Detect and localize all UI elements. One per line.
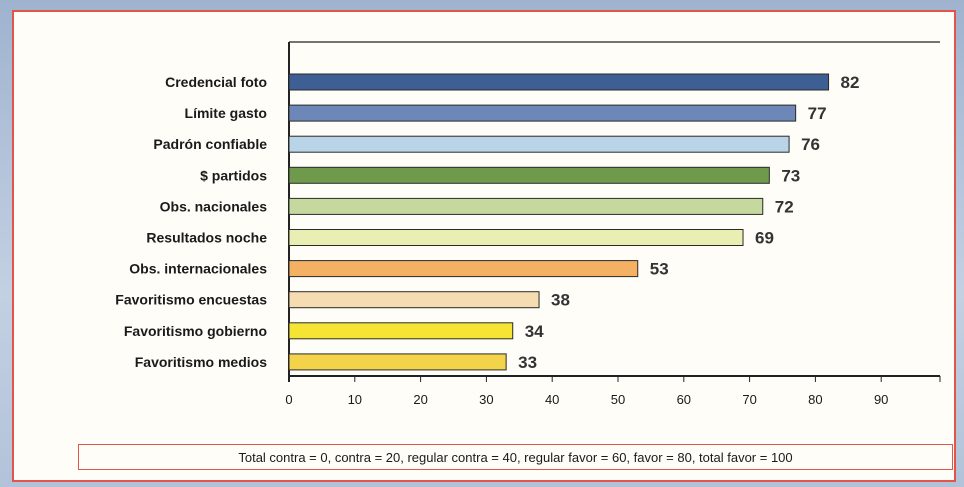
x-tick-label-60: 60	[677, 392, 691, 407]
category-label-10: Favoritismo medios	[135, 354, 267, 370]
bar-8	[288, 291, 540, 309]
bar-7	[288, 260, 639, 278]
bar-2	[288, 104, 797, 122]
category-labels: Credencial foto Límite gasto Padrón confia…	[115, 74, 267, 370]
x-tick-label-20: 20	[413, 392, 427, 407]
value-label-2: 77	[808, 104, 827, 123]
bar-5	[288, 197, 764, 215]
category-label-2: Límite gasto	[185, 105, 267, 121]
bar-3	[288, 135, 790, 153]
value-label-1: 82	[841, 73, 860, 92]
bar-chart: Credencial foto Límite gasto Padrón confia…	[115, 41, 941, 407]
x-tick-label-90: 90	[874, 392, 888, 407]
bar-4	[288, 166, 770, 184]
category-label-8: Favoritismo encuestas	[115, 292, 267, 308]
value-label-8: 38	[551, 291, 570, 310]
value-label-9: 34	[525, 322, 544, 341]
category-label-5: Obs. nacionales	[160, 198, 268, 214]
value-label-6: 69	[755, 229, 774, 248]
category-label-1: Credencial foto	[165, 74, 267, 90]
bars	[288, 73, 830, 371]
scale-footnote: Total contra = 0, contra = 20, regular c…	[78, 444, 953, 470]
bar-1	[288, 73, 830, 91]
category-label-9: Favoritismo gobierno	[124, 323, 267, 339]
value-label-7: 53	[650, 260, 669, 279]
x-tick-label-40: 40	[545, 392, 559, 407]
value-label-3: 76	[801, 135, 820, 154]
bar-10	[288, 353, 507, 371]
value-label-10: 33	[518, 353, 537, 372]
x-tick-label-70: 70	[742, 392, 756, 407]
category-label-6: Resultados noche	[146, 230, 267, 246]
x-tick-label-50: 50	[611, 392, 625, 407]
category-label-7: Obs. internacionales	[129, 261, 267, 277]
value-label-4: 73	[781, 166, 800, 185]
bar-9	[288, 322, 514, 340]
x-tick-label-10: 10	[348, 392, 362, 407]
value-label-5: 72	[775, 197, 794, 216]
x-tick-label-30: 30	[479, 392, 493, 407]
x-tick-label-80: 80	[808, 392, 822, 407]
x-axis: 0 10 20 30 40 50 60 70 80 90	[285, 375, 941, 407]
bar-6	[288, 229, 744, 246]
category-label-3: Padrón confiable	[153, 136, 267, 152]
chart-panel: Credencial foto Límite gasto Padrón confia…	[12, 10, 956, 482]
x-tick-label-0: 0	[285, 392, 292, 407]
category-label-4: $ partidos	[200, 167, 267, 183]
